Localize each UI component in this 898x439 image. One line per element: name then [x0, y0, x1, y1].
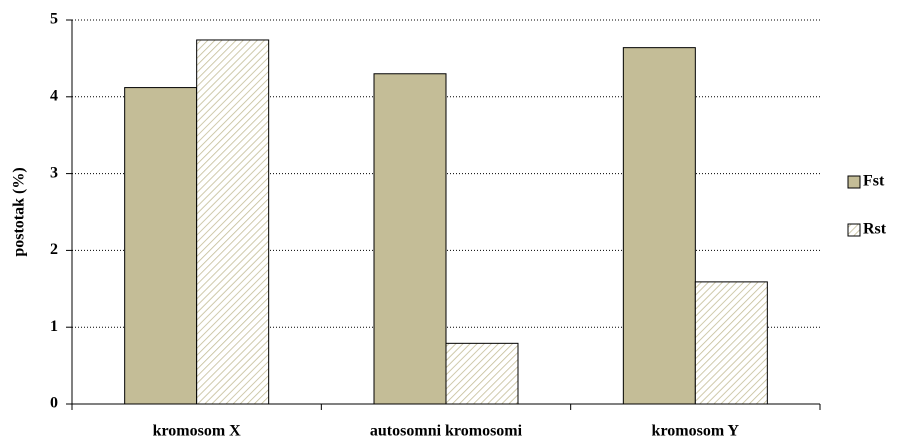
- y-tick-label: 3: [50, 164, 58, 181]
- y-tick-label: 5: [50, 11, 58, 28]
- legend-label: Rst: [863, 221, 887, 238]
- y-tick-label: 4: [50, 87, 58, 104]
- bar: [124, 87, 198, 405]
- y-tick-label: 2: [50, 241, 58, 258]
- x-tick-label: kromosom Y: [652, 423, 740, 439]
- y-axis-label: postotak (%): [11, 167, 28, 256]
- x-tick-label: autosomni kromosomi: [370, 423, 523, 439]
- bar: [445, 342, 519, 405]
- y-tick-label: 0: [50, 395, 58, 412]
- bar: [373, 73, 447, 405]
- legend-swatch: [847, 223, 861, 237]
- bar: [196, 39, 270, 405]
- y-tick-label: 1: [50, 318, 58, 335]
- x-tick-label: kromosom X: [153, 423, 242, 439]
- legend-label: Fst: [863, 173, 885, 190]
- bar: [622, 47, 696, 405]
- bar: [694, 281, 768, 405]
- legend-swatch: [847, 175, 861, 189]
